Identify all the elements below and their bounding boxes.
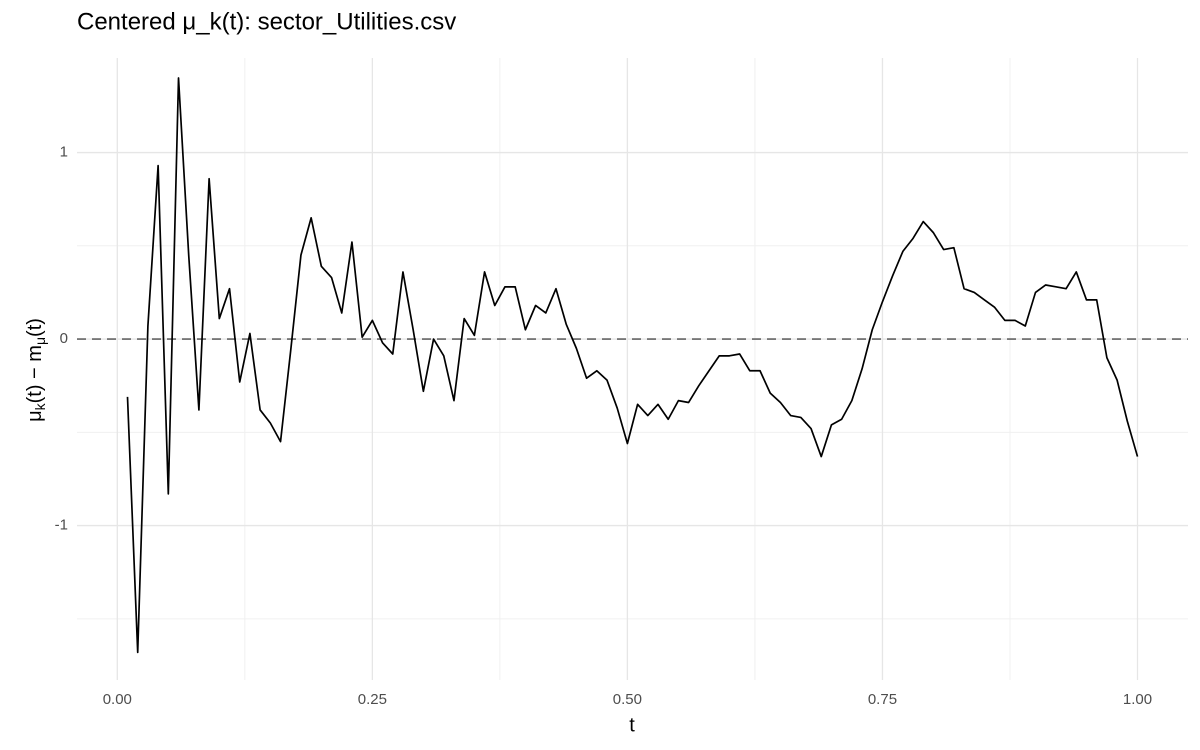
y-label-sub: μ bbox=[32, 337, 48, 345]
x-axis-title: t bbox=[629, 714, 635, 736]
y-axis-title: μk(t) − mμ(t) bbox=[24, 318, 47, 422]
y-tick-label: 1 bbox=[60, 144, 68, 161]
chart-title: Centered μ_k(t): sector_Utilities.csv bbox=[77, 8, 456, 35]
x-tick-label: 0.75 bbox=[868, 691, 897, 708]
y-label-part: (t) bbox=[24, 318, 46, 337]
y-tick-label: -1 bbox=[55, 517, 68, 534]
y-label-sub: k bbox=[32, 402, 48, 410]
y-label-part: (t) − m bbox=[24, 345, 46, 403]
x-tick-label: 1.00 bbox=[1123, 691, 1152, 708]
y-label-part: μ bbox=[24, 410, 46, 422]
x-tick-label: 0.00 bbox=[103, 691, 132, 708]
x-tick-label: 0.50 bbox=[613, 691, 642, 708]
y-tick-label: 0 bbox=[60, 330, 68, 347]
x-tick-label: 0.25 bbox=[358, 691, 387, 708]
data-line bbox=[126, 77, 1139, 654]
